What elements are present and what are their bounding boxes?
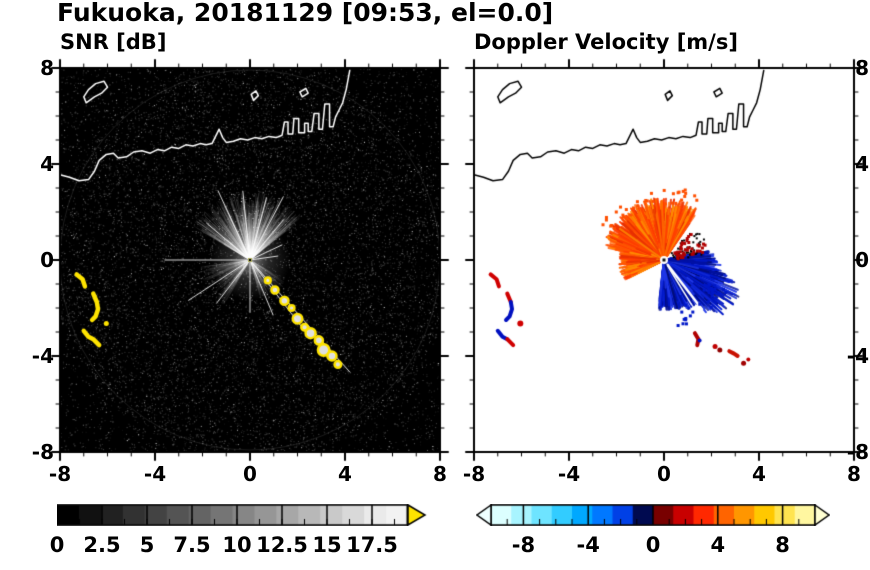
snr-colorbar-tick-label: 17.5: [346, 533, 398, 557]
snr-colorbar-tick-label: 2.5: [83, 533, 121, 557]
velocity-x-tick-label: -8: [462, 462, 486, 486]
snr-x-tick-label: 4: [338, 462, 352, 486]
velocity-colorbar-tick-label: -8: [511, 533, 536, 557]
snr-colorbar-tick-label: 15: [312, 533, 342, 557]
snr-colorbar-tick-label: 10: [222, 533, 252, 557]
snr-y-tick-label: 0: [40, 248, 54, 272]
snr-x-tick-label: -8: [48, 462, 72, 486]
velocity-colorbar: [476, 504, 830, 526]
velocity-y-tick-label: 8: [855, 56, 869, 80]
velocity-y-tick-label: -4: [846, 344, 869, 368]
snr-colorbar-tick-label: 5: [139, 533, 155, 557]
velocity-colorbar-tick-label: 4: [710, 533, 726, 557]
velocity-x-tick-label: 8: [847, 462, 861, 486]
snr-panel-label: SNR [dB]: [60, 30, 167, 54]
snr-y-tick-label: 4: [40, 152, 54, 176]
snr-x-tick-label: -4: [143, 462, 167, 486]
velocity-x-tick-label: 0: [657, 462, 671, 486]
velocity-panel-label: Doppler Velocity [m/s]: [474, 30, 738, 54]
snr-x-tick-label: 0: [243, 462, 257, 486]
snr-colorbar-tick-label: 0: [49, 533, 65, 557]
snr-y-tick-label: -4: [31, 344, 54, 368]
velocity-colorbar-tick-label: -4: [576, 533, 600, 557]
snr-colorbar-tick-label: 12.5: [256, 533, 308, 557]
figure-title: Fukuoka, 20181129 [09:53, el=0.0]: [57, 0, 554, 27]
velocity-colorbar-tick-label: 8: [775, 533, 790, 557]
snr-y-tick-label: 8: [40, 56, 54, 80]
velocity-y-tick-label: 0: [855, 248, 869, 272]
velocity-x-tick-label: -4: [557, 462, 581, 486]
velocity-colorbar-tick-label: 0: [645, 533, 661, 557]
snr-y-tick-label: -8: [31, 440, 54, 464]
snr-ppi-plot: [50, 58, 450, 462]
velocity-y-tick-label: 4: [855, 152, 869, 176]
snr-x-tick-label: 8: [433, 462, 447, 486]
velocity-y-tick-label: -8: [846, 440, 869, 464]
velocity-ppi-plot: [464, 58, 864, 462]
snr-colorbar-tick-label: 7.5: [173, 533, 211, 557]
snr-colorbar: [57, 504, 429, 526]
velocity-x-tick-label: 4: [752, 462, 766, 486]
